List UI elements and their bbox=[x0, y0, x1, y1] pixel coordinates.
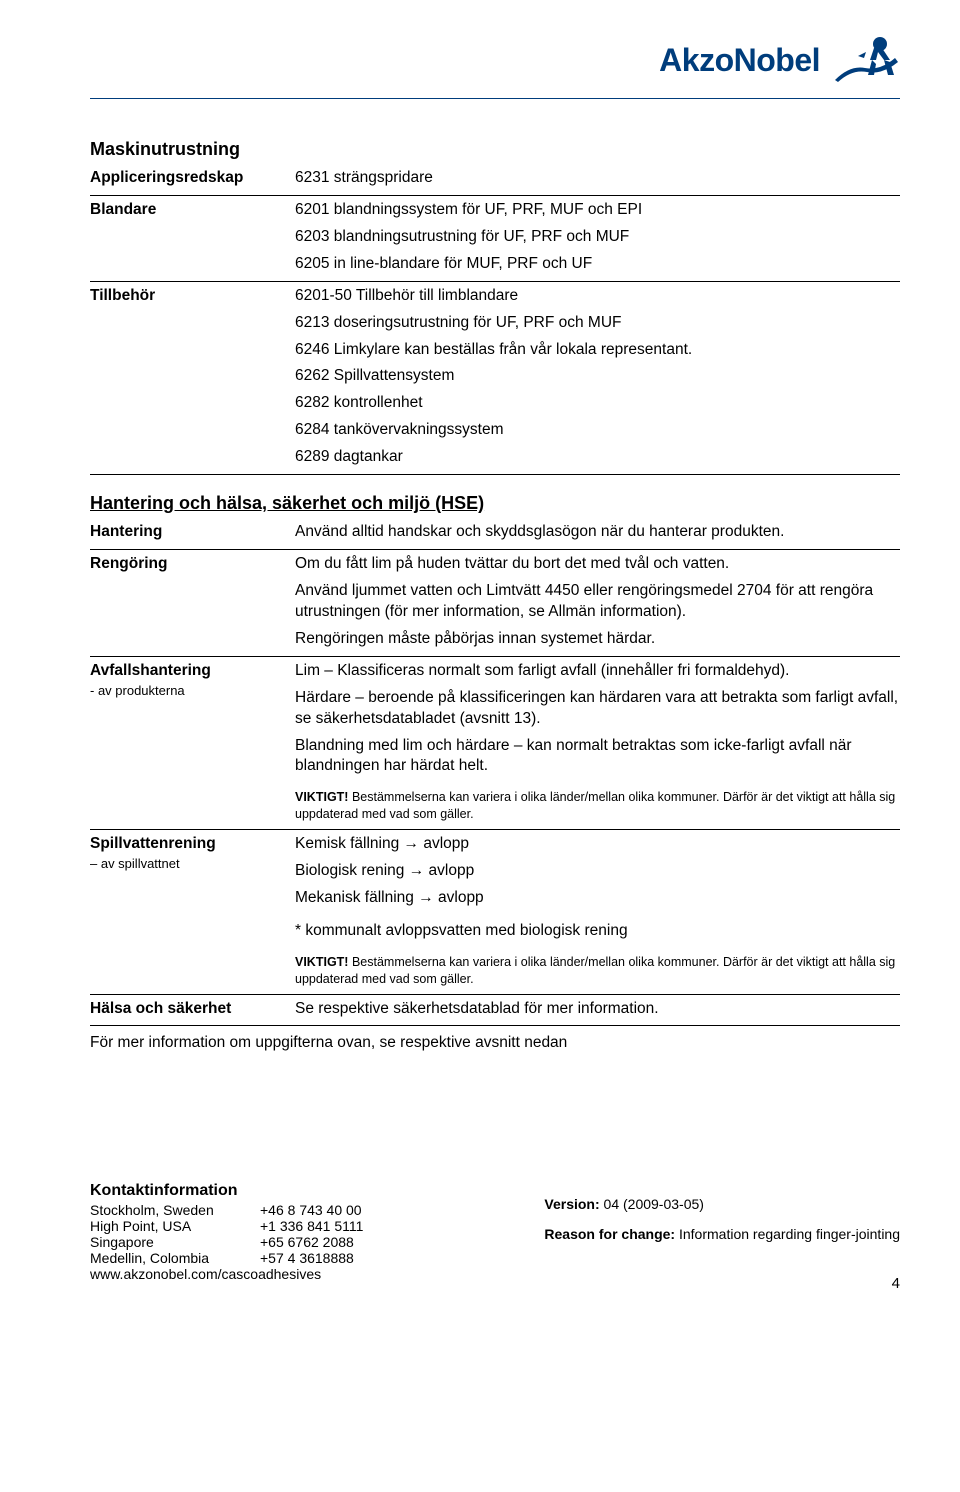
value-extra: * kommunalt avloppsvatten med biologisk … bbox=[295, 921, 900, 942]
row-value: 6201-50 Tillbehör till limblandare 6213 … bbox=[295, 286, 900, 468]
row-hantering: Hantering Använd alltid handskar och sky… bbox=[90, 518, 900, 550]
contact-row: Singapore +65 6762 2088 bbox=[90, 1234, 363, 1250]
header-rule bbox=[90, 98, 900, 99]
row-label: Blandare bbox=[90, 200, 295, 275]
note-line: VIKTIGT! Bestämmelserna kan variera i ol… bbox=[295, 954, 900, 988]
reason-label: Reason for change: bbox=[544, 1226, 675, 1242]
contact-loc: Medellin, Colombia bbox=[90, 1250, 260, 1266]
version-label: Version: bbox=[544, 1196, 599, 1212]
contact-row: Stockholm, Sweden +46 8 743 40 00 bbox=[90, 1202, 363, 1218]
row-value: Använd alltid handskar och skyddsglasögo… bbox=[295, 522, 900, 543]
value-line: Kemisk fällning → avlopp bbox=[295, 834, 900, 855]
value-line: 6201-50 Tillbehör till limblandare bbox=[295, 286, 900, 307]
label-sub: - av produkterna bbox=[90, 682, 295, 700]
brand-logo: AkzoNobel bbox=[659, 30, 900, 90]
value-line: 6282 kontrollenhet bbox=[295, 393, 900, 414]
contact-phone: +65 6762 2088 bbox=[260, 1234, 354, 1250]
row-value: Kemisk fällning → avlopp Biologisk renin… bbox=[295, 834, 900, 987]
row-rengoring: Rengöring Om du fått lim på huden tvätta… bbox=[90, 550, 900, 657]
value-line: Mekanisk fällning → avlopp bbox=[295, 888, 900, 909]
row-value: Om du fått lim på huden tvättar du bort … bbox=[295, 554, 900, 650]
note-bold: VIKTIGT! bbox=[295, 790, 348, 804]
contact-loc: High Point, USA bbox=[90, 1218, 260, 1234]
value-line: Lim – Klassificeras normalt som farligt … bbox=[295, 661, 900, 682]
row-avfall: Avfallshantering - av produkterna Lim – … bbox=[90, 657, 900, 830]
note-line: VIKTIGT! Bestämmelserna kan variera i ol… bbox=[295, 789, 900, 823]
section-title-hse: Hantering och hälsa, säkerhet och miljö … bbox=[90, 493, 900, 514]
row-halsa: Hälsa och säkerhet Se respektive säkerhe… bbox=[90, 995, 900, 1027]
value-line: Om du fått lim på huden tvättar du bort … bbox=[295, 554, 900, 575]
row-tillbehor: Tillbehör 6201-50 Tillbehör till limblan… bbox=[90, 282, 900, 475]
row-blandare: Blandare 6201 blandningssystem för UF, P… bbox=[90, 196, 900, 282]
contact-loc: Stockholm, Sweden bbox=[90, 1202, 260, 1218]
label-sub: – av spillvattnet bbox=[90, 855, 295, 873]
label-main: Avfallshantering bbox=[90, 662, 211, 679]
page-footer: Kontaktinformation Stockholm, Sweden +46… bbox=[90, 1182, 900, 1282]
value-line: 6203 blandningsutrustning för UF, PRF oc… bbox=[295, 227, 900, 248]
version-line: Version: 04 (2009-03-05) bbox=[544, 1196, 900, 1212]
label-main: Spillvattenrening bbox=[90, 835, 216, 852]
page-container: AkzoNobel Maskinutrustning Appliceringsr… bbox=[0, 0, 960, 1312]
brand-mark-icon bbox=[830, 30, 900, 90]
row-label: Avfallshantering - av produkterna bbox=[90, 661, 295, 823]
row-value: Se respektive säkerhetsdatablad för mer … bbox=[295, 999, 900, 1020]
row-value: Lim – Klassificeras normalt som farligt … bbox=[295, 661, 900, 823]
contact-phone: +46 8 743 40 00 bbox=[260, 1202, 362, 1218]
value-line: Använd alltid handskar och skyddsglasögo… bbox=[295, 522, 900, 543]
contact-row: Medellin, Colombia +57 4 3618888 bbox=[90, 1250, 363, 1266]
row-label: Appliceringsredskap bbox=[90, 168, 295, 189]
value-line: 6213 doseringsutrustning för UF, PRF och… bbox=[295, 313, 900, 334]
row-value: 6231 strängspridare bbox=[295, 168, 900, 189]
value-line: Blandning med lim och härdare – kan norm… bbox=[295, 736, 900, 778]
version-block: Version: 04 (2009-03-05) Reason for chan… bbox=[544, 1182, 900, 1282]
value-line: Biologisk rening → avlopp bbox=[295, 861, 900, 882]
value-line: Rengöringen måste påbörjas innan systeme… bbox=[295, 629, 900, 650]
version-value: 04 (2009-03-05) bbox=[604, 1196, 704, 1212]
contact-url: www.akzonobel.com/cascoadhesives bbox=[90, 1266, 363, 1282]
row-label: Spillvattenrening – av spillvattnet bbox=[90, 834, 295, 987]
brand-name: AkzoNobel bbox=[659, 42, 820, 79]
row-value: 6201 blandningssystem för UF, PRF, MUF o… bbox=[295, 200, 900, 275]
note-text: Bestämmelserna kan variera i olika lände… bbox=[295, 955, 895, 986]
value-line: Härdare – beroende på klassificeringen k… bbox=[295, 688, 900, 730]
contact-phone: +57 4 3618888 bbox=[260, 1250, 354, 1266]
section-title-equipment: Maskinutrustning bbox=[90, 139, 900, 160]
section-footer-line: För mer information om uppgifterna ovan,… bbox=[90, 1034, 900, 1052]
reason-line: Reason for change: Information regarding… bbox=[544, 1226, 900, 1242]
contact-title: Kontaktinformation bbox=[90, 1182, 363, 1200]
note-bold: VIKTIGT! bbox=[295, 955, 348, 969]
page-number: 4 bbox=[892, 1275, 900, 1292]
row-label: Hantering bbox=[90, 522, 295, 543]
note-text: Bestämmelserna kan variera i olika lände… bbox=[295, 790, 895, 821]
reason-value: Information regarding finger-jointing bbox=[679, 1226, 900, 1242]
row-label: Rengöring bbox=[90, 554, 295, 650]
row-applicering: Appliceringsredskap 6231 strängspridare bbox=[90, 164, 900, 196]
contact-loc: Singapore bbox=[90, 1234, 260, 1250]
value-line: Använd ljummet vatten och Limtvätt 4450 … bbox=[295, 581, 900, 623]
value-line: 6201 blandningssystem för UF, PRF, MUF o… bbox=[295, 200, 900, 221]
contact-block: Kontaktinformation Stockholm, Sweden +46… bbox=[90, 1182, 363, 1282]
row-label: Hälsa och säkerhet bbox=[90, 999, 295, 1020]
value-line: 6262 Spillvattensystem bbox=[295, 366, 900, 387]
value-line: Se respektive säkerhetsdatablad för mer … bbox=[295, 999, 900, 1020]
value-line: 6284 tankövervakningssystem bbox=[295, 420, 900, 441]
contact-phone: +1 336 841 5111 bbox=[260, 1218, 363, 1234]
row-spillvatten: Spillvattenrening – av spillvattnet Kemi… bbox=[90, 830, 900, 994]
value-line: 6231 strängspridare bbox=[295, 168, 900, 189]
page-header: AkzoNobel bbox=[90, 30, 900, 90]
contact-row: High Point, USA +1 336 841 5111 bbox=[90, 1218, 363, 1234]
row-label: Tillbehör bbox=[90, 286, 295, 468]
value-line: 6246 Limkylare kan beställas från vår lo… bbox=[295, 340, 900, 361]
value-line: 6289 dagtankar bbox=[295, 447, 900, 468]
value-line: 6205 in line-blandare för MUF, PRF och U… bbox=[295, 254, 900, 275]
